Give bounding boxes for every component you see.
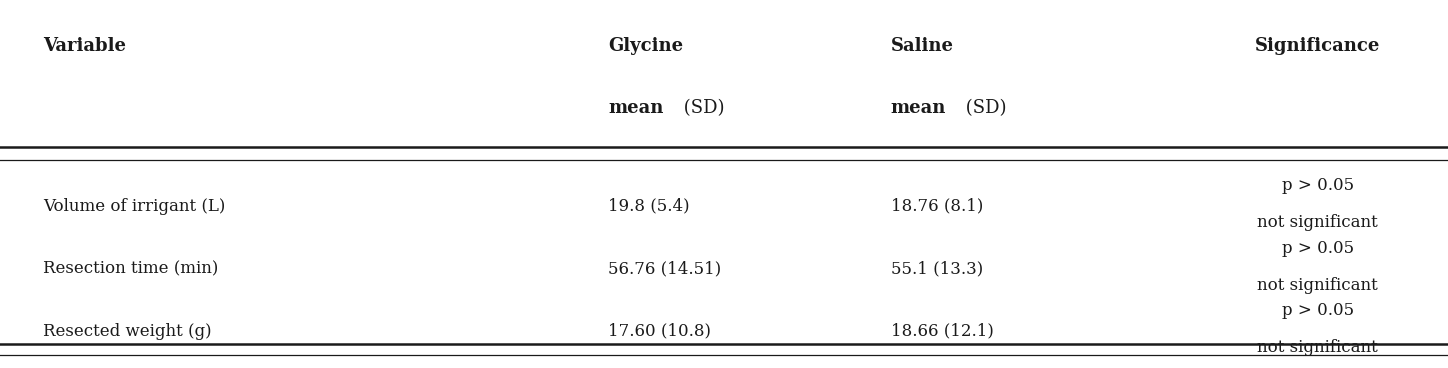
Text: Resection time (min): Resection time (min): [43, 260, 219, 277]
Text: not significant: not significant: [1257, 277, 1378, 294]
Text: Significance: Significance: [1255, 37, 1380, 55]
Text: Volume of irrigant (L): Volume of irrigant (L): [43, 198, 226, 215]
Text: 55.1 (13.3): 55.1 (13.3): [891, 260, 983, 277]
Text: Glycine: Glycine: [608, 37, 683, 55]
Text: Resected weight (g): Resected weight (g): [43, 323, 211, 340]
Text: 19.8 (5.4): 19.8 (5.4): [608, 198, 689, 215]
Text: not significant: not significant: [1257, 339, 1378, 356]
Text: (SD): (SD): [678, 99, 724, 117]
Text: 56.76 (14.51): 56.76 (14.51): [608, 260, 721, 277]
Text: 18.66 (12.1): 18.66 (12.1): [891, 323, 993, 340]
Text: Variable: Variable: [43, 37, 126, 55]
Text: p > 0.05: p > 0.05: [1281, 240, 1354, 257]
Text: 18.76 (8.1): 18.76 (8.1): [891, 198, 983, 215]
Text: (SD): (SD): [960, 99, 1006, 117]
Text: mean: mean: [608, 99, 663, 117]
Text: Saline: Saline: [891, 37, 954, 55]
Text: p > 0.05: p > 0.05: [1281, 302, 1354, 319]
Text: not significant: not significant: [1257, 214, 1378, 231]
Text: mean: mean: [891, 99, 946, 117]
Text: p > 0.05: p > 0.05: [1281, 177, 1354, 194]
Text: 17.60 (10.8): 17.60 (10.8): [608, 323, 711, 340]
